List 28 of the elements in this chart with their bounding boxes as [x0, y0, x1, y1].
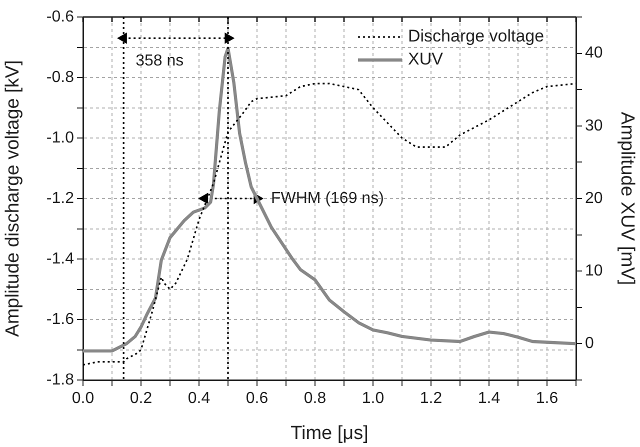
x-tick-label: 1.6 — [536, 390, 558, 408]
y-tick-label: -1.8 — [46, 371, 74, 388]
x-tick-label: 0.4 — [188, 390, 210, 408]
annotation: FWHM (169 ns) — [271, 190, 384, 207]
y2-tick-label: 0 — [585, 335, 594, 352]
x-tick-label: 0.2 — [130, 390, 152, 408]
x-tick-label: 1.2 — [420, 390, 442, 408]
x-tick-label: 0.8 — [304, 390, 326, 408]
y2-tick-label: 30 — [585, 117, 603, 134]
x-axis-title: Time [μs] — [290, 422, 368, 444]
x-tick-label: 0.6 — [246, 390, 268, 408]
y2-tick-label: 10 — [585, 262, 603, 280]
y2-tick-label: 40 — [585, 44, 603, 62]
annotation: 358 ns — [136, 52, 184, 70]
x-tick-label: 0.0 — [72, 390, 94, 408]
legend-label: XUV — [408, 50, 444, 69]
x-tick-label: 1.0 — [362, 390, 384, 408]
y-tick-label: -0.6 — [46, 8, 74, 26]
y-axis-title: Amplitude discharge voltage [kV] — [2, 60, 24, 337]
y-tick-label: -1.0 — [46, 129, 74, 146]
y-tick-label: -1.4 — [46, 250, 74, 268]
x-tick-label: 1.4 — [478, 390, 500, 408]
y2-tick-label: 20 — [585, 190, 603, 207]
y2-axis-title: Amplitude XUV [mV] — [616, 112, 638, 286]
legend-label: Discharge voltage — [408, 26, 544, 46]
y-tick-label: -1.6 — [46, 310, 74, 328]
y-tick-label: -1.2 — [46, 190, 74, 207]
y-tick-label: -0.8 — [46, 68, 74, 86]
